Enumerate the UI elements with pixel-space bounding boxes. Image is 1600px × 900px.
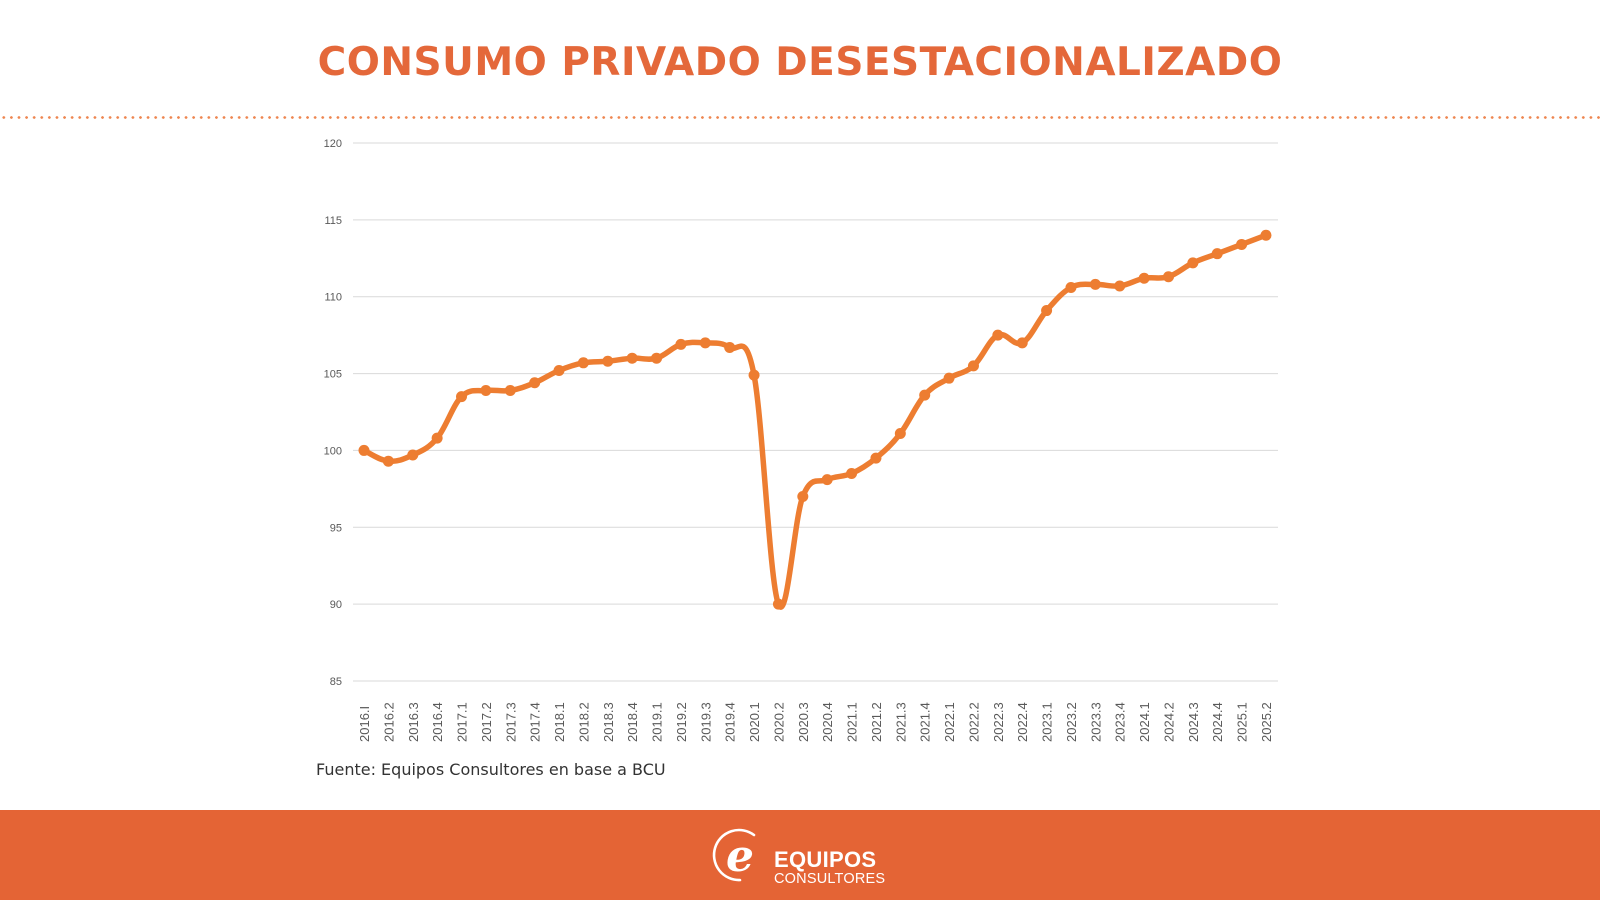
data-point xyxy=(992,329,1004,341)
data-point xyxy=(870,452,882,464)
series-points xyxy=(358,229,1272,610)
x-tick-label: 2022.3 xyxy=(991,702,1006,742)
brand-subtitle: CONSULTORES xyxy=(774,871,886,887)
x-tick-label: 2020.3 xyxy=(796,702,811,742)
data-point xyxy=(1162,271,1174,283)
x-tick-label: 2021.1 xyxy=(845,702,860,742)
y-tick-label: 95 xyxy=(330,522,342,534)
data-point xyxy=(1089,278,1101,290)
x-tick-label: 2017.1 xyxy=(455,702,470,742)
y-tick-label: 105 xyxy=(324,369,342,381)
y-tick-label: 90 xyxy=(330,599,342,611)
y-tick-label: 120 xyxy=(324,138,342,150)
logo-e-icon: e xyxy=(712,828,756,882)
x-tick-label: 2022.1 xyxy=(942,702,957,742)
data-point xyxy=(943,372,955,384)
x-tick-label: 2017.3 xyxy=(503,702,518,742)
x-tick-label: 2018.1 xyxy=(552,702,567,742)
data-point xyxy=(748,369,760,381)
x-tick-label: 2024.3 xyxy=(1186,702,1201,742)
data-point xyxy=(1260,229,1272,241)
data-point xyxy=(1138,272,1150,284)
data-point xyxy=(407,449,419,461)
x-tick-label: 2019.2 xyxy=(674,702,689,742)
data-point xyxy=(846,467,858,479)
x-tick-label: 2022.4 xyxy=(1015,702,1030,742)
dotted-divider xyxy=(0,116,1600,119)
x-tick-label: 2020.2 xyxy=(771,702,786,742)
source-note: Fuente: Equipos Consultores en base a BC… xyxy=(316,760,666,779)
data-point xyxy=(529,377,541,389)
x-tick-label: 2021.2 xyxy=(869,702,884,742)
brand-logo: e EQUIPOS CONSULTORES xyxy=(710,826,910,886)
x-tick-label: 2018.4 xyxy=(625,702,640,742)
x-tick-label: 2024.4 xyxy=(1210,702,1225,742)
y-axis-ticks: 85 90 95 100 105 110 115 120 xyxy=(324,138,342,688)
data-point xyxy=(797,491,809,503)
data-point xyxy=(504,384,516,396)
data-point xyxy=(1041,305,1053,317)
data-point xyxy=(553,364,565,376)
data-point xyxy=(967,360,979,372)
x-tick-label: 2016.I xyxy=(357,706,372,742)
series-line xyxy=(361,232,1269,610)
x-tick-label: 2020.4 xyxy=(820,702,835,742)
data-point xyxy=(626,352,638,364)
x-tick-label: 2016.2 xyxy=(381,702,396,742)
page-title: CONSUMO PRIVADO DESESTACIONALIZADO xyxy=(317,40,1283,85)
x-tick-label: 2023.1 xyxy=(1040,702,1055,742)
x-tick-label: 2019.3 xyxy=(698,702,713,742)
x-tick-label: 2017.2 xyxy=(479,702,494,742)
y-tick-label: 115 xyxy=(324,215,342,227)
x-tick-label: 2025.1 xyxy=(1235,702,1250,742)
data-point xyxy=(1016,337,1028,349)
data-point xyxy=(651,352,663,364)
x-tick-label: 2021.4 xyxy=(918,702,933,742)
data-point xyxy=(456,391,468,403)
data-point xyxy=(577,357,589,369)
data-point xyxy=(1065,281,1077,293)
data-point xyxy=(1187,257,1199,269)
data-point xyxy=(382,455,394,467)
x-tick-label: 2024.1 xyxy=(1137,702,1152,742)
data-point xyxy=(919,389,931,401)
x-tick-label: 2023.2 xyxy=(1064,702,1079,742)
x-tick-label: 2016.3 xyxy=(406,702,421,742)
data-point xyxy=(358,444,370,456)
grid-lines xyxy=(353,142,1278,682)
x-tick-label: 2023.3 xyxy=(1088,702,1103,742)
line-chart: 85 90 95 100 105 110 115 120 2016.I 2016.2 2016.3… xyxy=(324,138,1278,742)
x-tick-label: 2016.4 xyxy=(430,702,445,742)
x-tick-label: 2024.2 xyxy=(1161,702,1176,742)
data-point xyxy=(1114,280,1126,292)
x-tick-label: 2017.4 xyxy=(528,702,543,742)
data-point xyxy=(724,341,736,353)
data-point xyxy=(772,598,784,610)
y-tick-label: 110 xyxy=(324,292,342,304)
x-tick-label: 2020.1 xyxy=(747,702,762,742)
x-tick-label: 2018.2 xyxy=(576,702,591,742)
data-point xyxy=(675,338,687,350)
data-point xyxy=(480,384,492,396)
x-tick-label: 2025.2 xyxy=(1259,702,1274,742)
data-point xyxy=(699,337,711,349)
x-tick-label: 2019.4 xyxy=(723,702,738,742)
x-tick-label: 2022.2 xyxy=(966,702,981,742)
y-tick-label: 100 xyxy=(324,445,342,457)
data-point xyxy=(1211,248,1223,260)
data-point xyxy=(1236,238,1248,250)
x-tick-label: 2019.1 xyxy=(650,702,665,742)
brand-name: EQUIPOS xyxy=(774,847,877,872)
x-tick-label: 2023.4 xyxy=(1113,702,1128,742)
data-point xyxy=(602,355,614,367)
footer-bar: e EQUIPOS CONSULTORES xyxy=(0,810,1600,900)
data-point xyxy=(821,474,833,486)
y-tick-label: 85 xyxy=(330,676,342,688)
data-point xyxy=(894,428,906,440)
x-axis-ticks: 2016.I 2016.2 2016.3 2016.4 2017.1 2017.2 2017… xyxy=(357,702,1274,742)
logo-letter: e xyxy=(726,831,754,882)
x-tick-label: 2021.3 xyxy=(893,702,908,742)
x-tick-label: 2018.3 xyxy=(601,702,616,742)
data-point xyxy=(431,432,443,444)
